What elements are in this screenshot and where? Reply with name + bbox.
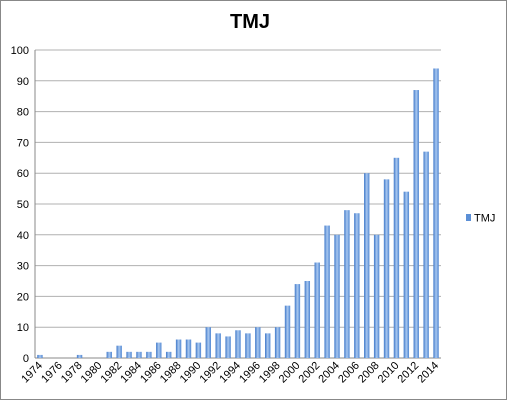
bar [433, 68, 439, 358]
bar [215, 333, 221, 358]
y-tick-label: 70 [17, 137, 29, 149]
bar [165, 351, 172, 358]
bar [274, 327, 281, 358]
y-tick-label: 100 [11, 45, 29, 57]
y-tick-label: 50 [17, 199, 29, 211]
bar [126, 351, 132, 358]
y-tick-label: 20 [17, 291, 29, 303]
bar [423, 151, 429, 358]
bar [235, 330, 241, 358]
bar [324, 225, 330, 358]
bar [37, 354, 43, 358]
legend-label: TMJ [474, 213, 495, 225]
bar [185, 339, 192, 358]
bar [255, 327, 261, 358]
bar [245, 333, 251, 358]
bar [284, 305, 291, 358]
chart-title: TMJ [230, 11, 270, 33]
bar [354, 213, 360, 358]
bar [304, 281, 311, 358]
y-tick-label: 40 [17, 230, 29, 242]
y-tick-label: 60 [17, 168, 29, 180]
bar [265, 333, 271, 358]
bar [403, 191, 410, 358]
y-tick-label: 10 [17, 322, 29, 334]
y-tick-label: 30 [17, 261, 29, 273]
bar [383, 179, 390, 358]
legend-swatch [466, 214, 471, 221]
bar [195, 342, 202, 358]
bar [314, 262, 320, 358]
bar [373, 234, 380, 358]
bar [156, 342, 162, 358]
bar [294, 284, 301, 358]
y-tick-label: 90 [17, 76, 29, 88]
bar [175, 339, 182, 358]
bar [344, 210, 350, 358]
bar [136, 351, 142, 358]
bar [205, 327, 211, 358]
bar [116, 345, 122, 358]
bar [393, 157, 400, 358]
bar [76, 354, 83, 358]
bar [225, 336, 231, 358]
y-tick-label: 80 [17, 107, 29, 119]
bar [106, 351, 112, 358]
y-tick-label: 0 [23, 353, 29, 365]
bar [146, 351, 152, 358]
bar [413, 90, 419, 358]
bar [334, 234, 340, 358]
bar [364, 173, 370, 358]
